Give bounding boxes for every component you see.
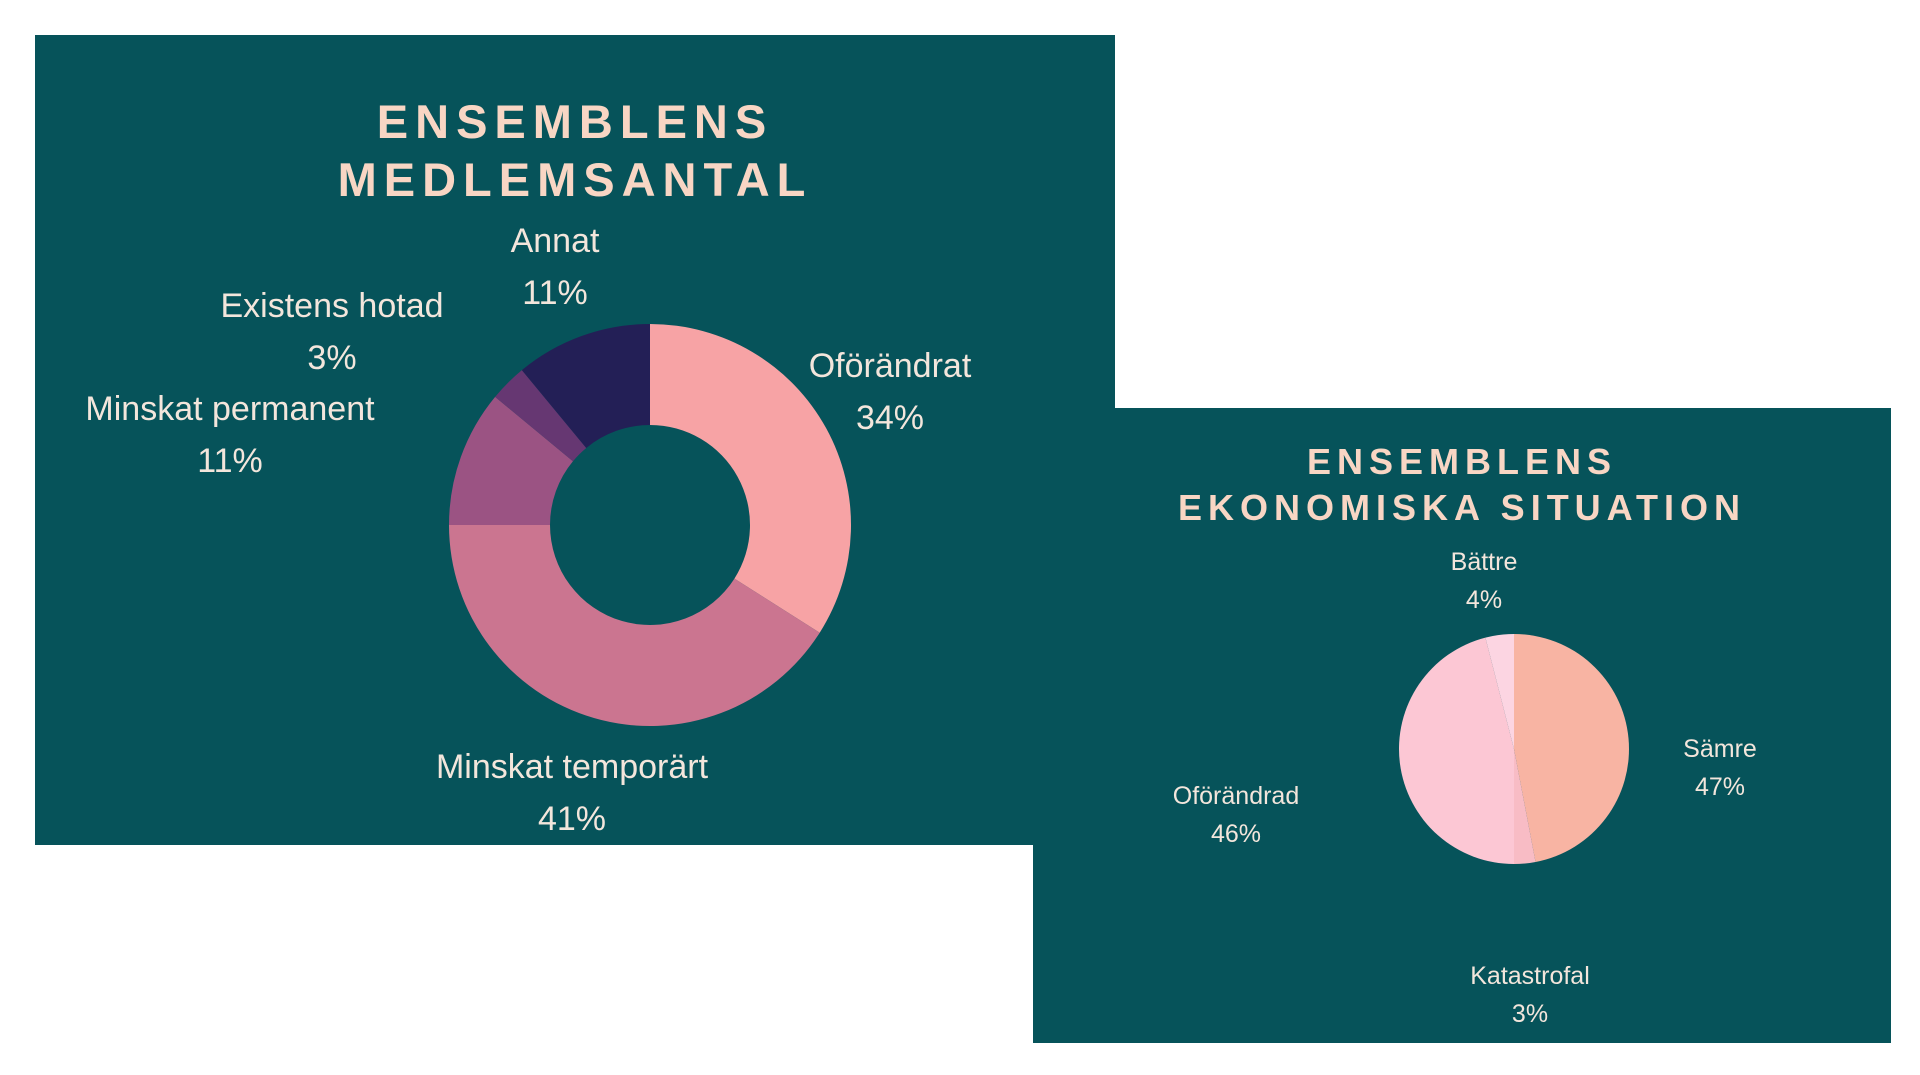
slice-label-name: Minskat permanent <box>85 390 375 428</box>
slice-label-name: Bättre <box>1450 548 1518 576</box>
slice-label-existens-hotad: Existens hotad 3% <box>220 280 443 384</box>
slice-label-oforandrad: Oförändrad 46% <box>1173 777 1299 853</box>
slice-label-value: 3% <box>1511 1000 1549 1028</box>
chart-panel-membership: Ensemblens medlemsantal Oförändrat 34% M… <box>35 35 1115 845</box>
slice-label-minskat-temporart: Minskat temporärt 41% <box>436 741 708 845</box>
slice-oforandrat <box>650 324 851 633</box>
slice-label-name: Katastrofal <box>1470 962 1590 990</box>
slice-label-annat: Annat 11% <box>511 215 600 319</box>
slice-label-value: 4% <box>1465 586 1503 614</box>
slice-label-samre: Sämre 47% <box>1683 730 1757 806</box>
slice-label-value: 11% <box>522 274 588 312</box>
slice-label-name: Existens hotad <box>220 287 444 325</box>
chart-title: Ensemblens ekonomiska situation <box>1033 439 1891 531</box>
chart-title-line-1: Ensemblens <box>376 95 774 148</box>
slice-label-name: Minskat temporärt <box>435 748 709 786</box>
slice-minskat-permanent <box>449 396 573 525</box>
slice-label-name: Oförändrad <box>1172 782 1300 810</box>
slice-label-value: 34% <box>855 399 925 437</box>
slice-battre <box>1485 634 1514 749</box>
slice-label-name: Sämre <box>1683 735 1757 763</box>
chart-title-line-2: ekonomiska situation <box>1178 487 1746 528</box>
chart-title-line-2: medlemsantal <box>337 153 813 206</box>
slice-katastrofal <box>1514 749 1536 864</box>
chart-title-line-1: Ensemblens <box>1306 441 1618 482</box>
slice-label-value: 3% <box>307 339 357 377</box>
slice-annat <box>521 324 650 448</box>
slice-label-name: Oförändrat <box>808 347 972 385</box>
slice-label-value: 47% <box>1694 773 1746 801</box>
slice-label-minskat-permanent: Minskat permanent 11% <box>85 383 374 487</box>
slice-label-katastrofal: Katastrofal 3% <box>1470 957 1590 1033</box>
donut-chart <box>449 324 851 726</box>
slice-existens-hotad <box>495 370 587 462</box>
slice-label-value: 41% <box>537 800 607 838</box>
chart-title: Ensemblens medlemsantal <box>35 93 1115 209</box>
slice-label-value: 11% <box>197 442 263 480</box>
chart-panel-economy: Ensemblens ekonomiska situation Sämre 47… <box>1033 408 1891 1043</box>
pie-chart <box>1399 634 1629 864</box>
slice-label-value: 46% <box>1210 820 1262 848</box>
slice-label-oforandrat: Oförändrat 34% <box>809 340 972 444</box>
slice-oforandrad <box>1399 637 1514 864</box>
slice-minskat-temporart <box>449 525 820 726</box>
slice-label-battre: Bättre 4% <box>1451 543 1518 619</box>
slice-label-name: Annat <box>510 222 600 260</box>
slice-samre <box>1514 634 1629 862</box>
